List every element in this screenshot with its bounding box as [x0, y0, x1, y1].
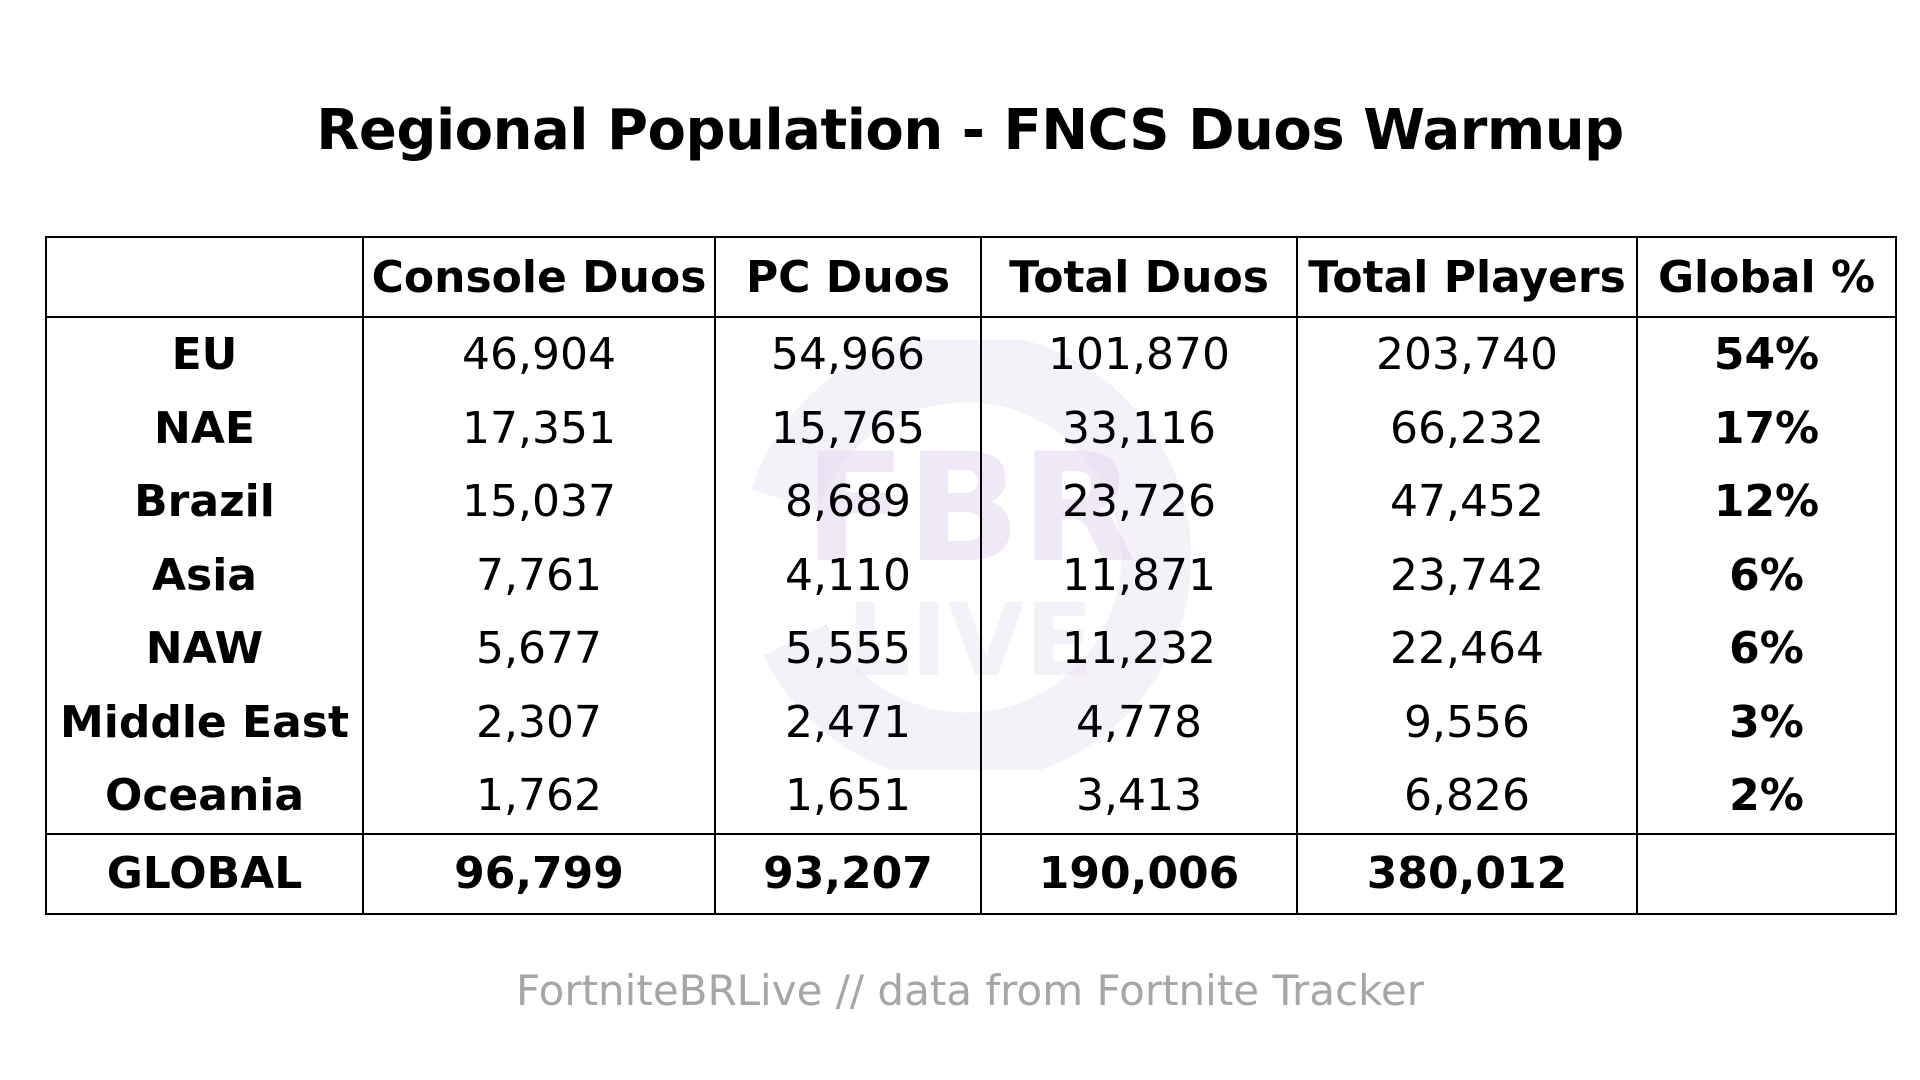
region-cell: Asia	[45, 538, 364, 612]
pc-duos-cell: 5,555	[714, 612, 982, 686]
region-cell: NAE	[45, 391, 364, 465]
table-row-oceania: Oceania 1,762 1,651 3,413 6,826 2%	[45, 759, 1897, 834]
pc-duos-cell: 2,471	[714, 685, 982, 759]
total-duos-cell: 33,116	[980, 391, 1298, 465]
console-duos-cell: 7,761	[362, 538, 716, 612]
console-duos-cell: 2,307	[362, 685, 716, 759]
source-credit: FortniteBRLive // data from Fortnite Tra…	[515, 966, 1425, 1015]
total-players-cell: 47,452	[1296, 465, 1638, 539]
pc-duos-cell: 8,689	[714, 465, 982, 539]
global-pct-cell: 3%	[1636, 685, 1897, 759]
global-total-duos-cell: 190,006	[980, 832, 1298, 915]
global-pct-cell: 17%	[1636, 391, 1897, 465]
total-duos-cell: 101,870	[980, 317, 1298, 392]
total-duos-cell: 23,726	[980, 465, 1298, 539]
global-pct-cell: 54%	[1636, 317, 1897, 392]
region-cell: Middle East	[45, 685, 364, 759]
total-duos-cell: 11,232	[980, 612, 1298, 686]
total-duos-cell: 4,778	[980, 685, 1298, 759]
header-cell-pc-duos: PC Duos	[714, 236, 982, 318]
global-pc-duos-cell: 93,207	[714, 832, 982, 915]
console-duos-cell: 17,351	[362, 391, 716, 465]
total-players-cell: 22,464	[1296, 612, 1638, 686]
region-cell: EU	[45, 317, 364, 392]
global-label-cell: GLOBAL	[45, 832, 364, 915]
table-row-naw: NAW 5,677 5,555 11,232 22,464 6%	[45, 612, 1897, 686]
header-cell-global-pct: Global %	[1636, 236, 1897, 318]
population-table-wrapper: Console Duos PC Duos Total Duos Total Pl…	[45, 236, 1897, 915]
total-players-cell: 66,232	[1296, 391, 1638, 465]
table-row-asia: Asia 7,761 4,110 11,871 23,742 6%	[45, 538, 1897, 612]
total-duos-cell: 3,413	[980, 759, 1298, 834]
header-cell-total-duos: Total Duos	[980, 236, 1298, 318]
global-total-players-cell: 380,012	[1296, 832, 1638, 915]
header-row: Console Duos PC Duos Total Duos Total Pl…	[45, 236, 1897, 318]
page-title: Regional Population - FNCS Duos Warmup	[316, 98, 1624, 163]
table-row-eu: EU 46,904 54,966 101,870 203,740 54%	[45, 317, 1897, 392]
total-players-cell: 9,556	[1296, 685, 1638, 759]
population-table: Console Duos PC Duos Total Duos Total Pl…	[45, 236, 1897, 915]
global-pct-cell: 6%	[1636, 538, 1897, 612]
pc-duos-cell: 15,765	[714, 391, 982, 465]
header-cell-region	[45, 236, 364, 318]
console-duos-cell: 5,677	[362, 612, 716, 686]
global-pct-cell: 12%	[1636, 465, 1897, 539]
header-cell-console-duos: Console Duos	[362, 236, 716, 318]
global-pct-cell: 6%	[1636, 612, 1897, 686]
console-duos-cell: 46,904	[362, 317, 716, 392]
total-duos-cell: 11,871	[980, 538, 1298, 612]
pc-duos-cell: 1,651	[714, 759, 982, 834]
pc-duos-cell: 4,110	[714, 538, 982, 612]
console-duos-cell: 1,762	[362, 759, 716, 834]
pc-duos-cell: 54,966	[714, 317, 982, 392]
total-players-cell: 203,740	[1296, 317, 1638, 392]
table-row-brazil: Brazil 15,037 8,689 23,726 47,452 12%	[45, 465, 1897, 539]
total-players-cell: 23,742	[1296, 538, 1638, 612]
global-console-duos-cell: 96,799	[362, 832, 716, 915]
region-cell: Oceania	[45, 759, 364, 834]
table-row-nae: NAE 17,351 15,765 33,116 66,232 17%	[45, 391, 1897, 465]
console-duos-cell: 15,037	[362, 465, 716, 539]
table-row-global-total: GLOBAL 96,799 93,207 190,006 380,012	[45, 832, 1897, 915]
total-players-cell: 6,826	[1296, 759, 1638, 834]
table-row-middle-east: Middle East 2,307 2,471 4,778 9,556 3%	[45, 685, 1897, 759]
region-cell: Brazil	[45, 465, 364, 539]
header-cell-total-players: Total Players	[1296, 236, 1638, 318]
region-cell: NAW	[45, 612, 364, 686]
global-pct-empty-cell	[1636, 832, 1897, 915]
global-pct-cell: 2%	[1636, 759, 1897, 834]
